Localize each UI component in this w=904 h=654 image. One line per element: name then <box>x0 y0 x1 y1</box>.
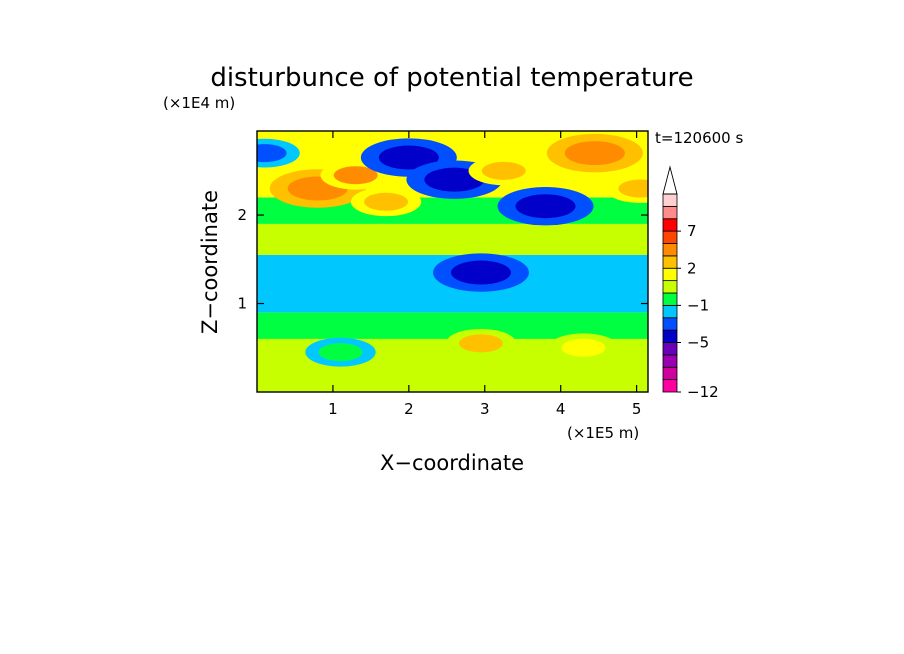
colorbar-segment <box>662 218 678 232</box>
field-feature <box>364 192 409 211</box>
x-tick-label: 4 <box>556 400 566 418</box>
colorbar-label: 2 <box>687 259 697 277</box>
y-tick-label: 1 <box>237 295 247 313</box>
y-axis-ticks: 12 <box>237 206 648 313</box>
field-feature <box>561 338 606 357</box>
time-label: t=120600 s <box>655 129 743 147</box>
field-feature <box>564 141 625 166</box>
x-axis-ticks: 1 2 3 4 5 <box>328 131 641 418</box>
colorbar-segment <box>662 205 678 220</box>
field-feature <box>515 194 576 219</box>
field-feature <box>378 145 439 170</box>
colorbar-segment <box>662 255 678 269</box>
field-feature <box>257 144 287 163</box>
colorbar-segment <box>662 243 678 257</box>
plot-area <box>257 131 648 392</box>
colorbar-segment <box>662 304 678 319</box>
colorbar-segment <box>662 329 678 343</box>
x-tick-label: 5 <box>632 400 642 418</box>
colorbar-segment <box>662 366 678 381</box>
x-tick-label: 2 <box>404 400 414 418</box>
colorbar-segment <box>662 317 678 331</box>
colorbar-segment <box>662 354 678 368</box>
y-tick-label: 2 <box>237 206 247 224</box>
field-feature <box>450 260 511 285</box>
colorbar-segment <box>662 230 678 244</box>
x-tick-label: 3 <box>480 400 490 418</box>
colorbar-segment <box>662 342 678 356</box>
y-axis-unit: (×1E4 m) <box>163 94 235 112</box>
x-axis-label: X−coordinate <box>380 451 524 475</box>
chart-title: disturbunce of potential temperature <box>210 63 693 93</box>
colorbar-label: 7 <box>687 222 697 240</box>
x-tick-label: 1 <box>328 400 338 418</box>
colorbar-segment <box>662 292 678 306</box>
colorbar-label: −5 <box>687 334 709 352</box>
field-feature <box>481 161 526 180</box>
field-feature <box>618 179 648 198</box>
x-axis-unit: (×1E5 m) <box>567 424 639 442</box>
y-axis-label: Z−coordinate <box>198 190 222 334</box>
field-band <box>257 223 648 255</box>
colorbar-label: −12 <box>687 383 719 401</box>
colorbar-label: −1 <box>687 296 709 314</box>
plot-frame <box>256 130 649 393</box>
colorbar-segment <box>662 379 678 393</box>
field-feature <box>458 334 503 353</box>
field-feature <box>333 166 378 185</box>
field-feature <box>318 343 363 362</box>
colorbar-segment <box>662 267 678 282</box>
colorbar-overflow-arrow <box>662 165 678 195</box>
colorbar-segment <box>662 280 678 294</box>
colorbar: −12−5−127 <box>662 165 719 401</box>
colorbar-segment <box>662 193 678 207</box>
